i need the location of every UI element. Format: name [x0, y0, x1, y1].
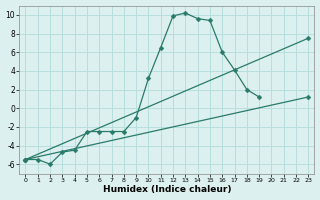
X-axis label: Humidex (Indice chaleur): Humidex (Indice chaleur) — [103, 185, 231, 194]
